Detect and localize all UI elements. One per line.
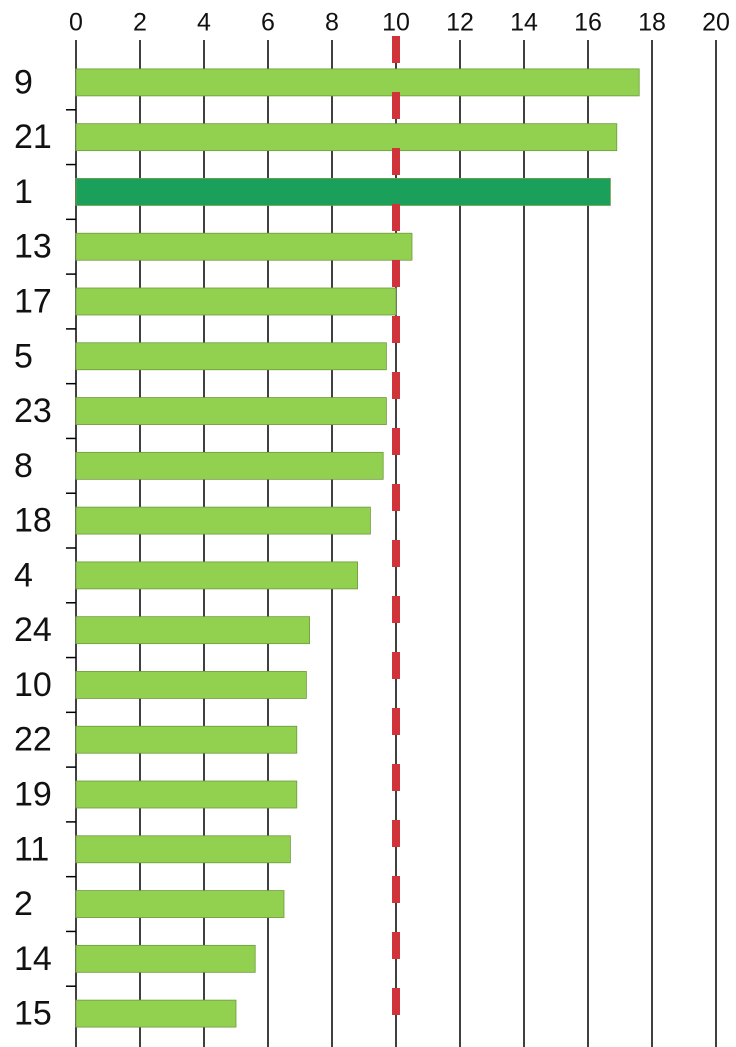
x-tick-label: 14: [510, 9, 538, 37]
bar: [75, 999, 237, 1028]
x-tick-label: 12: [446, 9, 474, 37]
bar: [75, 506, 371, 535]
bar: [75, 671, 307, 699]
bar: [75, 342, 387, 371]
x-tick-label: 8: [325, 9, 339, 37]
x-tick-label: 18: [638, 9, 666, 37]
y-tick-label: 22: [14, 721, 52, 759]
bar: [75, 944, 256, 973]
x-tick-label: 16: [574, 9, 602, 37]
bar: [75, 68, 640, 97]
bar: [75, 287, 397, 316]
bar: [75, 123, 618, 152]
y-tick-label: 2: [14, 885, 33, 923]
y-tick-label: 1: [14, 173, 33, 211]
bar: [75, 835, 291, 864]
y-tick-label: 5: [14, 337, 33, 375]
x-tick-label: 20: [702, 9, 730, 37]
bar: [75, 616, 311, 645]
y-tick-label: 8: [14, 447, 33, 485]
y-tick-label: 13: [14, 228, 52, 266]
x-tick-label: 2: [133, 9, 147, 37]
bar: [75, 561, 359, 590]
y-tick-label: 17: [14, 282, 52, 320]
y-tick-label: 9: [14, 63, 33, 101]
y-tick-label: 18: [14, 502, 52, 540]
bar: [75, 397, 387, 425]
y-tick-label: 15: [14, 995, 52, 1033]
y-tick-label: 10: [14, 666, 52, 704]
x-tick-label: 6: [261, 9, 275, 37]
y-tick-label: 24: [14, 611, 52, 649]
bar: [75, 725, 298, 754]
y-tick-label: 14: [14, 940, 52, 978]
x-tick-label: 4: [197, 9, 211, 37]
x-tick-label: 0: [69, 9, 83, 37]
x-tick-label: 10: [382, 9, 410, 37]
bar: [75, 232, 413, 261]
y-tick-label: 11: [14, 830, 49, 868]
bar: [75, 890, 285, 918]
bar: [75, 178, 611, 206]
y-tick-label: 23: [14, 392, 52, 430]
y-tick-label: 21: [14, 118, 52, 156]
y-tick-label: 4: [14, 556, 33, 594]
bar: [75, 780, 298, 809]
bar: [75, 451, 384, 480]
y-tick-label: 19: [14, 775, 52, 813]
